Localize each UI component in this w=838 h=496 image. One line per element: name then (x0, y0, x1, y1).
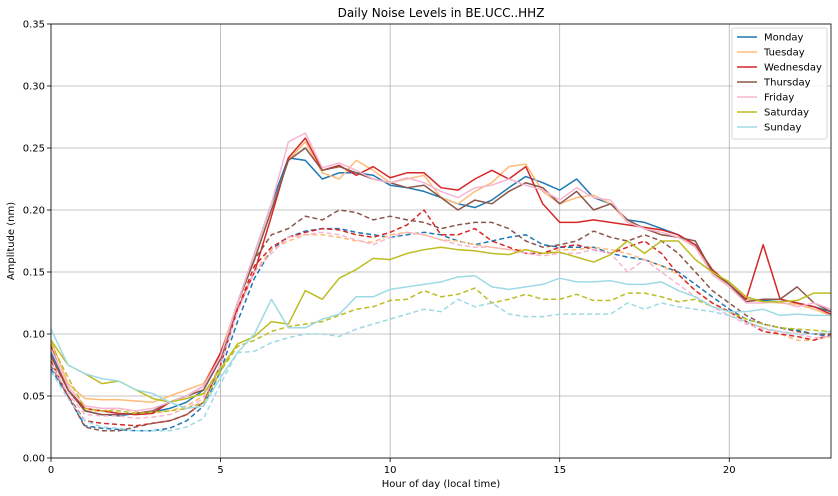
legend-label: Friday (764, 93, 794, 104)
x-tick-label: 5 (217, 465, 223, 476)
legend-label: Sunday (764, 123, 801, 134)
series-line-monday-dashed (50, 227, 832, 432)
legend-label: Tuesday (763, 48, 805, 59)
y-tick-label: 0.30 (23, 82, 45, 93)
legend-label: Thursday (763, 78, 811, 89)
legend-label: Saturday (764, 108, 809, 119)
x-tick-label: 10 (384, 465, 397, 476)
series-line-saturday (50, 240, 831, 403)
chart-title: Daily Noise Levels in BE.UCC..HHZ (338, 6, 545, 20)
y-tick-label: 0.35 (23, 20, 45, 31)
series-line-sunday-dashed (50, 298, 832, 432)
x-axis-label: Hour of day (local time) (382, 479, 501, 490)
y-axis-label: Amplitude (nm) (6, 202, 17, 280)
axis-ticks: 0 5 10 15 20 0.00 0.05 0.10 0.15 0.20 0.25 0.30 0.35 (23, 20, 736, 477)
y-tick-label: 0.25 (23, 144, 45, 155)
series-line-saturday-dashed (50, 287, 832, 415)
legend-label: Wednesday (764, 63, 822, 74)
x-tick-label: 0 (48, 465, 54, 476)
series-line-tuesday-dashed (50, 231, 832, 415)
plot-frame (50, 23, 832, 459)
series-line-sunday (50, 274, 831, 410)
y-tick-label: 0.05 (23, 392, 45, 403)
series-lines (50, 132, 832, 432)
legend: Monday Tuesday Wednesday Thursday Friday Satu… (731, 27, 828, 140)
y-tick-label: 0.20 (23, 206, 45, 217)
series-line-friday (50, 132, 832, 412)
y-tick-label: 0.10 (23, 330, 45, 341)
legend-label: Monday (764, 33, 804, 44)
x-tick-label: 20 (723, 465, 736, 476)
y-tick-label: 0.00 (23, 454, 45, 465)
x-tick-label: 15 (553, 465, 566, 476)
series-line-thursday-dashed (50, 209, 831, 432)
y-tick-label: 0.15 (23, 268, 45, 279)
